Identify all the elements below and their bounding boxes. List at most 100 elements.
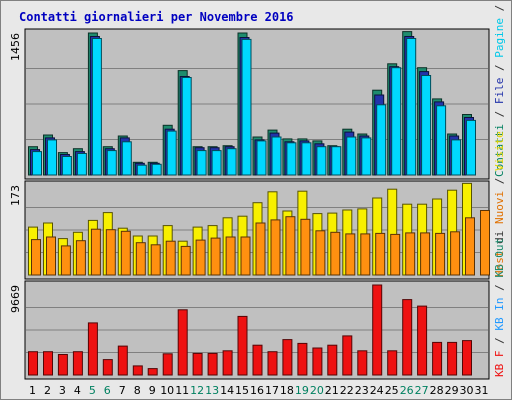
bar-kb-kb-f-day-14	[222, 350, 233, 376]
bar-kb-kb-f-day-10	[162, 353, 173, 376]
x-tick-label: 17	[265, 384, 279, 397]
legend-entry: /	[493, 171, 506, 191]
legend-entry: File	[493, 78, 506, 105]
bar-kb-kb-f-day-4	[72, 351, 83, 376]
bar-kb-kb-f-day-17	[267, 351, 278, 376]
bar-traffic-pagine-day-9	[151, 163, 162, 176]
bar-visits-host-day-1	[31, 239, 41, 276]
panel-visits: 173 Host di Nuovi / Visite	[9, 131, 506, 280]
legend-entry: /	[493, 1, 506, 18]
bar-visits-host-day-26	[405, 232, 416, 276]
bar-traffic-pagine-day-26	[406, 38, 417, 176]
bar-traffic-pagine-day-19	[301, 142, 312, 176]
bar-kb-kb-f-day-25	[387, 350, 398, 376]
bar-traffic-pagine-day-20	[316, 146, 327, 176]
x-tick-label: 19	[295, 384, 309, 397]
bar-traffic-pagine-day-18	[286, 142, 297, 176]
bar-kb-kb-f-day-28	[432, 341, 443, 376]
bar-traffic-pagine-day-24	[376, 104, 387, 176]
bar-visits-host-day-6	[105, 229, 116, 276]
x-tick-label: 16	[250, 384, 264, 397]
bar-kb-kb-f-day-13	[207, 352, 218, 376]
bar-kb-kb-f-day-24	[372, 284, 383, 376]
x-tick-label: 31	[475, 384, 489, 397]
bar-traffic-pagine-day-7	[121, 141, 132, 176]
bar-kb-kb-f-day-16	[252, 344, 263, 376]
legend-entry: /	[493, 104, 506, 124]
x-tick-label: 5	[89, 384, 96, 397]
x-tick-label: 23	[355, 384, 369, 397]
bar-kb-kb-f-day-23	[357, 350, 368, 376]
bar-traffic-pagine-day-28	[436, 105, 447, 176]
bar-kb-kb-f-day-20	[312, 347, 323, 376]
bar-visits-host-day-21	[330, 231, 341, 276]
bar-kb-kb-f-day-22	[342, 335, 353, 376]
x-tick-label: 18	[280, 384, 294, 397]
bar-kb-kb-f-day-26	[402, 299, 413, 376]
x-tick-label: 28	[430, 384, 444, 397]
legend-entry: /	[493, 331, 506, 351]
x-tick-label: 26	[400, 384, 414, 397]
bar-traffic-pagine-day-2	[47, 139, 57, 176]
bar-visits-host-day-5	[90, 228, 101, 276]
bar-kb-kb-f-day-21	[327, 344, 338, 376]
bar-visits-host-day-14	[225, 236, 236, 276]
bar-kb-kb-f-day-8	[132, 365, 143, 376]
bar-kb-kb-f-day-9	[147, 368, 158, 376]
bar-traffic-pagine-day-4	[76, 153, 87, 176]
bar-traffic-pagine-day-25	[391, 67, 402, 176]
bar-traffic-pagine-day-12	[196, 150, 207, 176]
bar-kb-kb-f-day-3	[57, 354, 68, 376]
bar-visits-host-day-10	[165, 240, 176, 276]
bar-visits-host-day-29	[450, 231, 461, 276]
x-tick-label: 20	[310, 384, 324, 397]
x-tick-label: 2	[44, 384, 51, 397]
x-tick-label: 13	[205, 384, 219, 397]
legend-entry: Nuovi	[493, 191, 506, 224]
bar-visits-host-day-15	[240, 236, 251, 276]
bar-traffic-pagine-day-16	[256, 140, 267, 176]
bar-visits-host-day-3	[60, 245, 71, 276]
bar-kb-kb-f-day-18	[282, 339, 293, 376]
bar-traffic-pagine-day-30	[466, 119, 476, 176]
bar-visits-host-day-7	[120, 230, 131, 276]
x-tick-label: 14	[220, 384, 234, 397]
legend-entry: KB Out	[493, 238, 506, 278]
bar-visits-host-day-20	[315, 230, 326, 276]
bar-traffic-pagine-day-3	[61, 156, 72, 176]
panel-kb: 9669 KB F / KB In / KB Out	[9, 238, 506, 380]
bar-kb-kb-f-day-27	[417, 305, 428, 376]
bar-visits-host-day-9	[150, 244, 161, 276]
legend-entry: Host	[493, 251, 506, 278]
bar-visits-host-day-17	[270, 219, 281, 276]
bar-visits-host-day-28	[435, 232, 446, 276]
bar-traffic-pagine-day-10	[166, 130, 177, 176]
panel-visits-legend: Host di Nuovi / Visite	[493, 131, 506, 277]
legend-entry: di	[493, 224, 506, 251]
legend-entry: /	[493, 278, 506, 298]
bar-kb-kb-f-day-2	[43, 351, 53, 376]
bar-traffic-pagine-day-17	[271, 136, 282, 176]
bar-visits-host-day-2	[46, 236, 56, 276]
x-tick-label: 25	[385, 384, 399, 397]
legend-entry: Visite	[493, 131, 506, 171]
x-axis-ticks: 1 2 3 4 5 6 7 8 9 10 11 12 13 14 15 16 17 18 19 20 21 22 23 24 2…	[29, 384, 489, 397]
bar-visits-host-day-13	[210, 237, 221, 276]
x-tick-label: 27	[415, 384, 429, 397]
bar-visits-host-day-31	[480, 210, 490, 276]
panel-kb-ymax-label: 9669	[9, 285, 22, 313]
panel-traffic: 1456 Contatti / File / Pagine / Visite	[9, 1, 506, 180]
x-tick-label: 21	[325, 384, 339, 397]
panel-traffic-ymax-label: 1456	[9, 33, 22, 61]
x-tick-label: 24	[370, 384, 384, 397]
bar-traffic-pagine-day-13	[211, 150, 222, 176]
x-tick-label: 6	[104, 384, 111, 397]
x-tick-label: 29	[445, 384, 459, 397]
bar-traffic-pagine-day-22	[346, 136, 357, 176]
bar-kb-kb-f-day-11	[177, 309, 188, 376]
legend-entry: KB In	[493, 298, 506, 331]
bar-visits-host-day-22	[345, 233, 356, 276]
bar-traffic-pagine-day-8	[136, 164, 147, 176]
x-tick-label: 9	[149, 384, 156, 397]
